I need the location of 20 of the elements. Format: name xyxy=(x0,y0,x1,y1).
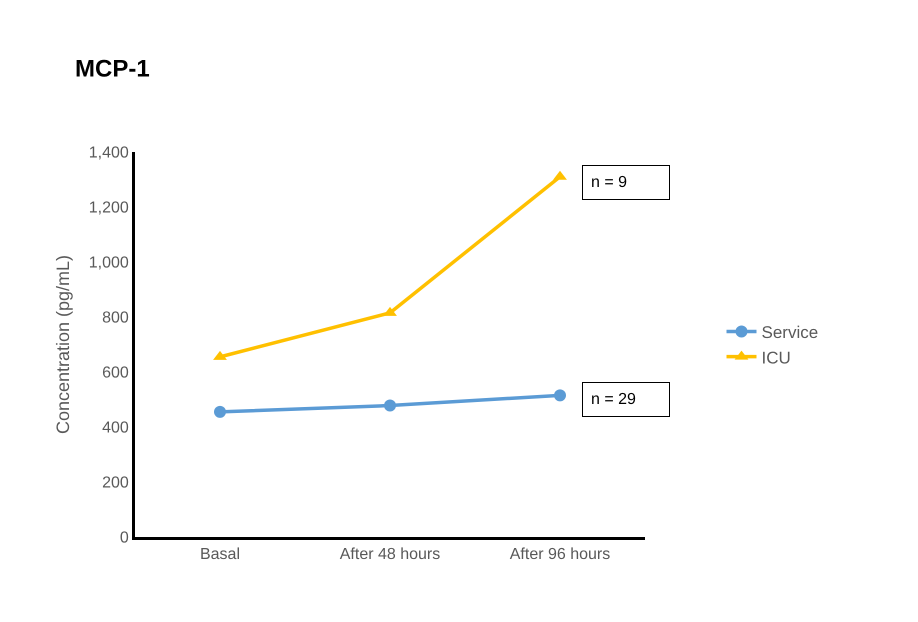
y-tick-label: 400 xyxy=(102,420,129,437)
point xyxy=(384,400,396,412)
legend-label: ICU xyxy=(762,348,791,368)
legend-label: Service xyxy=(762,323,818,342)
y-axis-title: Concentration (pg/mL) xyxy=(52,254,73,434)
annotation: n = 29 xyxy=(591,391,636,408)
y-tick-label: 1,400 xyxy=(88,144,129,162)
point xyxy=(214,406,226,418)
x-tick-label: After 48 hours xyxy=(340,546,440,564)
annotation: n = 9 xyxy=(591,174,628,191)
y-tick-label: 800 xyxy=(102,310,129,327)
point xyxy=(554,389,566,402)
y-tick-label: 1,200 xyxy=(88,200,129,217)
x-tick-label: After 96 hours xyxy=(510,546,610,564)
chart-title: MCP-1 xyxy=(75,55,150,82)
y-tick-label: 1,000 xyxy=(88,254,129,272)
y-tick-label: 600 xyxy=(102,364,129,382)
y-tick-label: 200 xyxy=(102,474,129,492)
y-tick-label: 0 xyxy=(120,530,129,547)
x-tick-label: Basal xyxy=(200,546,240,564)
